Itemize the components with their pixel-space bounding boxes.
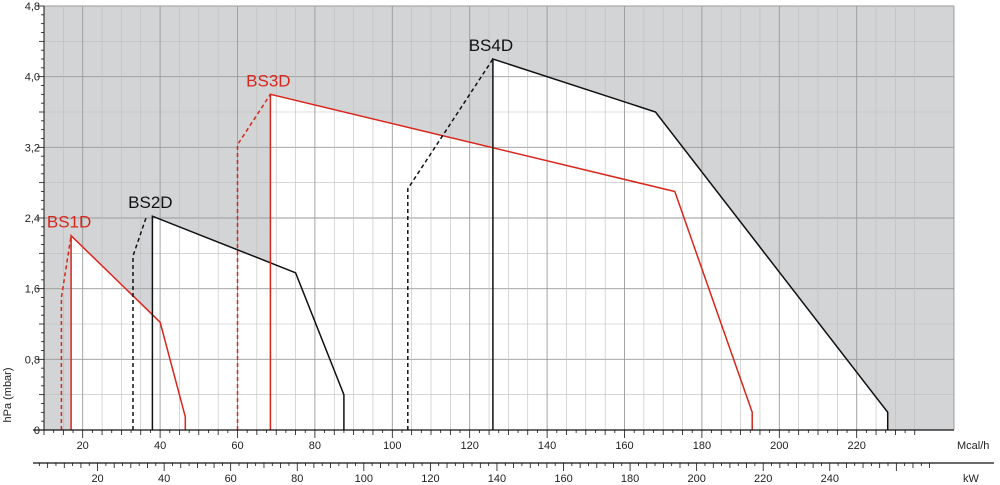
series-bs3d-startup-line xyxy=(236,93,272,430)
y-tick-label: 1,6 xyxy=(25,284,40,296)
x-tick-label-mcal: 100 xyxy=(383,440,401,452)
x-tick-label-mcal: 120 xyxy=(461,440,479,452)
x-axis-kw-unit: kW xyxy=(963,473,980,485)
y-tick-label: 0,8 xyxy=(25,354,40,366)
x-axis-mcal-unit: Mcal/h xyxy=(957,440,989,452)
x-tick-label-kw: 60 xyxy=(225,473,237,485)
series-bs2d-startup-line xyxy=(132,215,148,430)
x-tick-label-kw: 160 xyxy=(554,473,572,485)
x-tick-label-kw: 100 xyxy=(355,473,373,485)
x-tick-label-mcal: 220 xyxy=(848,440,866,452)
x-tick-label-kw: 80 xyxy=(291,473,303,485)
x-tick-label-mcal: 20 xyxy=(77,440,89,452)
y-tick-label: 0 xyxy=(34,425,40,437)
x-tick-label-kw: 240 xyxy=(821,473,839,485)
series-bs4d-startup-line xyxy=(407,58,494,430)
x-tick-label-kw: 40 xyxy=(158,473,170,485)
y-axis-title: hPa (mbar) xyxy=(2,367,14,422)
series-bs2d-range-line xyxy=(151,215,345,430)
x-tick-label-mcal: 60 xyxy=(231,440,243,452)
series-bs1d-startup-line xyxy=(60,235,72,430)
y-tick-label: 4,0 xyxy=(25,72,40,84)
x-tick-label-mcal: 200 xyxy=(770,440,788,452)
x-tick-label-mcal: 80 xyxy=(309,440,321,452)
x-tick-label-kw: 140 xyxy=(488,473,506,485)
series-label-bs2d: BS2D xyxy=(128,193,172,212)
series-label-bs3d: BS3D xyxy=(246,71,290,90)
series-bs1d: BS1D xyxy=(47,213,187,430)
x-tick-label-kw: 220 xyxy=(754,473,772,485)
series-bs4d: BS4D xyxy=(407,36,889,430)
x-tick-label-mcal: 160 xyxy=(615,440,633,452)
series-bs4d-range-line xyxy=(492,57,889,430)
working-range-area xyxy=(71,59,888,430)
x-tick-label-kw: 20 xyxy=(91,473,103,485)
x-tick-label-mcal: 140 xyxy=(538,440,556,452)
series-group: BS1D BS2D BS3D BS4D xyxy=(47,36,889,430)
series-bs2d: BS2D xyxy=(128,193,345,430)
x-tick-label-mcal: 180 xyxy=(693,440,711,452)
y-tick-label: 2,4 xyxy=(25,213,40,225)
x-tick-label-kw: 200 xyxy=(687,473,705,485)
x-tick-label-kw: 180 xyxy=(621,473,639,485)
series-label-bs4d: BS4D xyxy=(469,36,513,55)
series-bs3d-range-line xyxy=(269,93,753,430)
series-bs3d: BS3D xyxy=(236,71,753,430)
series-label-bs1d: BS1D xyxy=(47,213,91,232)
y-tick-label: 4,8 xyxy=(25,1,40,13)
y-tick-label: 3,2 xyxy=(25,142,40,154)
x-tick-label-mcal: 40 xyxy=(154,440,166,452)
series-bs1d-range-line xyxy=(70,233,187,430)
x-tick-label-kw: 120 xyxy=(421,473,439,485)
